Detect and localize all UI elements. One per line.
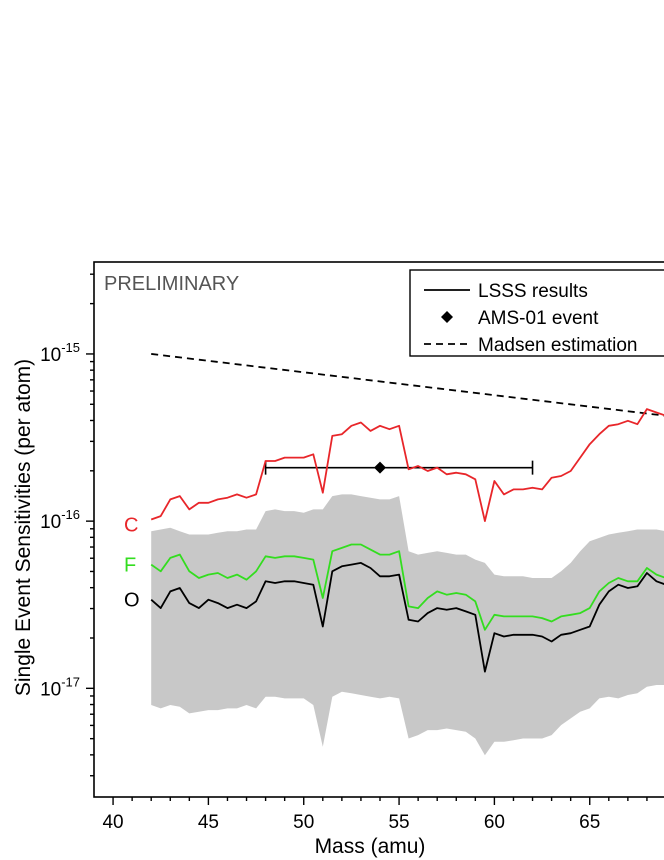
ams01-marker [374, 461, 386, 474]
series-line-c [150, 408, 664, 522]
legend-label: Madsen estimation [478, 335, 637, 356]
series-label-o: O [124, 590, 140, 612]
x-axis-label: Mass (amu) [315, 835, 426, 858]
x-tick-label: 65 [579, 812, 600, 833]
watermark-text: PRELIMINARY [104, 273, 239, 295]
series-label-c: C [124, 514, 138, 536]
ams01-layer [264, 460, 534, 475]
legend-box [409, 269, 664, 357]
x-tick-label: 45 [198, 812, 219, 833]
x-tick-label: 40 [102, 812, 123, 833]
x-tick-label: 60 [484, 812, 505, 833]
series-line-o [150, 562, 664, 673]
madsen-line [151, 353, 664, 417]
y-tick-label: 10-17 [40, 674, 80, 700]
series-label-f: F [124, 555, 136, 577]
legend: LSSS results AMS-01 event Madsen estimatio… [409, 269, 664, 357]
x-tick-label: 50 [293, 812, 314, 833]
legend-label: LSSS results [478, 281, 588, 302]
sensitivity-band-layer [151, 494, 664, 756]
series-name-labels: CFO [124, 514, 140, 611]
series-layer [150, 408, 664, 673]
x-tick-label: 55 [388, 812, 409, 833]
y-tick-label: 10-16 [40, 507, 80, 533]
y-axis-label: Single Event Sensitivities (per atom) [12, 359, 35, 696]
uncertainty-band [151, 494, 664, 756]
y-tick-label: 10-15 [40, 340, 80, 366]
legend-diamond-icon [441, 311, 453, 323]
madsen-layer [151, 353, 664, 417]
legend-label: AMS-01 event [478, 308, 599, 329]
series-line-f [150, 543, 664, 631]
